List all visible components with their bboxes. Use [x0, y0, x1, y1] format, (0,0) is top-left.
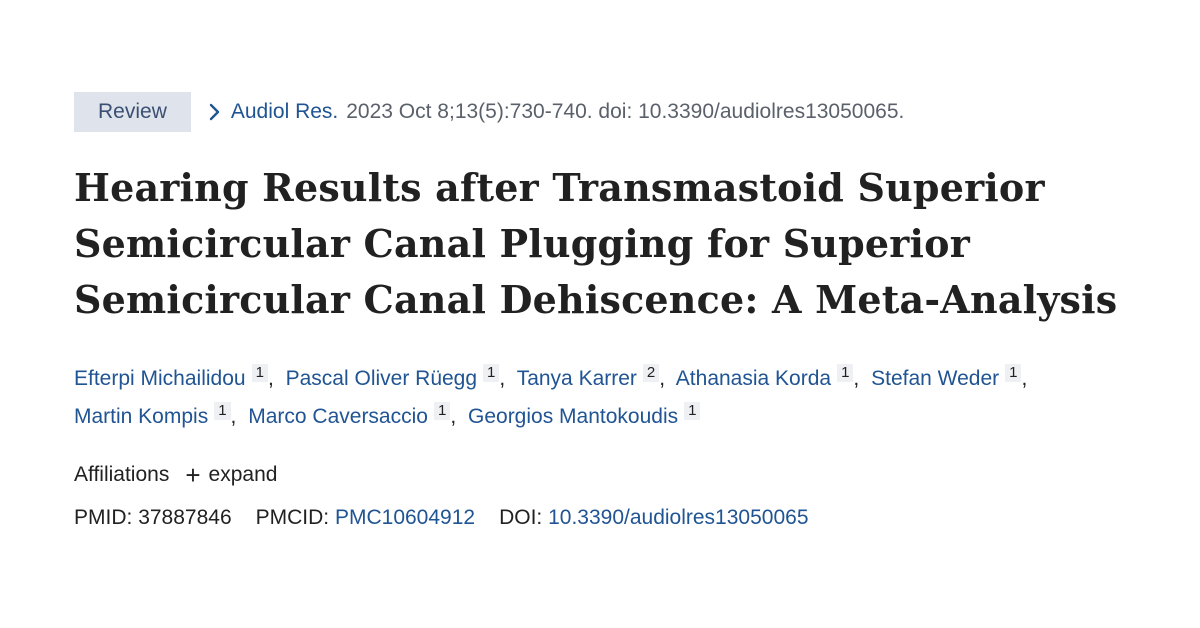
separator: , [499, 367, 506, 390]
doi-link[interactable]: 10.3390/audiolres13050065 [548, 506, 809, 529]
separator: , [267, 367, 274, 390]
author-name[interactable]: Tanya Karrer [516, 367, 637, 390]
affiliation-number[interactable]: 1 [837, 364, 854, 382]
authors-list: Efterpi Michailidou 1, Pascal Oliver Rüeg… [74, 360, 1164, 436]
plus-icon: + [185, 460, 201, 490]
author-item[interactable]: Marco Caversaccio 1 [248, 402, 451, 428]
author-name[interactable]: Pascal Oliver Rüegg [285, 367, 478, 390]
affiliation-number[interactable]: 1 [684, 402, 701, 420]
author-item[interactable]: Pascal Oliver Rüegg 1 [285, 364, 500, 390]
article-type-badge: Review [74, 92, 191, 132]
pmcid-group: PMCID: PMC10604912 [256, 506, 475, 530]
identifiers-row: PMID: 37887846 PMCID: PMC10604912 DOI: 1… [74, 506, 1164, 530]
pmcid-label: PMCID: [255, 506, 330, 529]
affiliation-number[interactable]: 1 [214, 402, 231, 420]
chevron-right-icon[interactable] [209, 103, 221, 121]
author-name[interactable]: Athanasia Korda [675, 367, 832, 390]
affiliation-number[interactable]: 1 [251, 364, 268, 382]
author-item[interactable]: Efterpi Michailidou 1 [74, 364, 268, 390]
author-name[interactable]: Efterpi Michailidou [74, 367, 246, 390]
affiliations-row: Affiliations + expand [74, 462, 1164, 488]
affiliations-label: Affiliations [74, 463, 170, 486]
separator: , [659, 367, 666, 390]
separator: , [230, 405, 237, 428]
author-name[interactable]: Georgios Mantokoudis [468, 405, 679, 428]
author-item[interactable]: Georgios Mantokoudis 1 [468, 402, 701, 428]
pmid-label: PMID: [74, 506, 133, 529]
pmcid-link[interactable]: PMC10604912 [334, 506, 476, 529]
author-item[interactable]: Tanya Karrer 2 [516, 364, 660, 390]
article-header: Review Audiol Res. 2023 Oct 8;13(5):730-… [74, 92, 1164, 530]
separator: , [1021, 367, 1028, 390]
author-item[interactable]: Martin Kompis 1 [74, 402, 231, 428]
journal-link[interactable]: Audiol Res. [230, 100, 339, 123]
article-title: Hearing Results after Transmastoid Super… [74, 165, 1118, 322]
pmid-value: 37887846 [138, 506, 232, 529]
expand-affiliations-button[interactable]: + expand [185, 462, 277, 488]
affiliation-number[interactable]: 2 [642, 364, 660, 382]
separator: , [450, 405, 457, 428]
doi-group: DOI: 10.3390/audiolres13050065 [499, 506, 808, 530]
affiliation-number[interactable]: 1 [433, 402, 451, 420]
affiliation-number[interactable]: 1 [1005, 364, 1022, 382]
expand-label[interactable]: expand [208, 463, 278, 486]
separator: , [853, 367, 860, 390]
affiliation-number[interactable]: 1 [483, 364, 500, 382]
author-name[interactable]: Marco Caversaccio [248, 405, 428, 428]
author-name[interactable]: Martin Kompis [74, 405, 209, 428]
pmid-group: PMID: 37887846 [74, 506, 232, 530]
citation: Audiol Res. 2023 Oct 8;13(5):730-740. do… [209, 100, 904, 124]
article-meta-row: Review Audiol Res. 2023 Oct 8;13(5):730-… [74, 92, 1164, 132]
author-item[interactable]: Stefan Weder 1 [871, 364, 1022, 390]
doi-label: DOI: [499, 506, 543, 529]
citation-details: 2023 Oct 8;13(5):730-740. doi: 10.3390/a… [346, 100, 905, 123]
author-item[interactable]: Athanasia Korda 1 [675, 364, 854, 390]
author-name[interactable]: Stefan Weder [871, 367, 1000, 390]
